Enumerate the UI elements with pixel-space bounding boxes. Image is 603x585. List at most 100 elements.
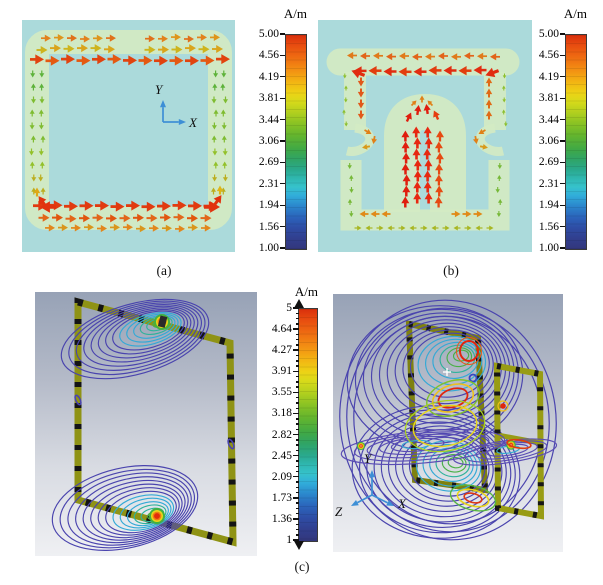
colorbar-tick-mark	[280, 97, 285, 99]
panel-c-right-field-lines-view: Y X Z	[333, 294, 563, 552]
colorbar-c-gradient-bar	[298, 308, 318, 542]
colorbar-tick-label: 3.81	[538, 92, 559, 105]
colorbar-tick-mark	[293, 307, 299, 309]
colorbar-tick-mark	[560, 183, 565, 185]
colorbar-tick-mark	[293, 539, 299, 541]
colorbar-tick-label: 2.09	[271, 470, 292, 483]
colorbar-minor-tick-mark	[295, 523, 299, 525]
colorbar-tick-mark	[280, 140, 285, 142]
colorbar-tick-label: 2.82	[271, 428, 292, 441]
colorbar-a: A/m 5.00 4.56 4.19 3.81 3.44 3.06 2.69 2.31 1.94…	[220, 6, 312, 256]
colorbar-tick-mark	[293, 328, 299, 330]
colorbar-tick-mark	[280, 204, 285, 206]
colorbar-tick-mark	[560, 76, 565, 78]
colorbar-tick-label: 4.19	[258, 70, 279, 83]
colorbar-tick-label: 1.56	[258, 220, 279, 233]
colorbar-tick-label: 1	[286, 534, 292, 546]
colorbar-tick-mark	[293, 391, 299, 394]
colorbar-tick-label: 1.94	[538, 199, 559, 212]
colorbar-tick-mark	[560, 118, 565, 121]
colorbar-minor-tick-mark	[295, 502, 299, 504]
colorbar-tick-label: 1.00	[258, 242, 279, 254]
panel-c-z-axis-label: Z	[335, 504, 343, 519]
colorbar-minor-tick-mark	[295, 407, 299, 409]
colorbar-tick-label: 3.44	[538, 113, 559, 126]
colorbar-tick-label: 3.55	[271, 386, 292, 399]
colorbar-minor-tick-mark	[295, 339, 299, 341]
colorbar-tick-mark	[280, 247, 285, 249]
colorbar-tick-mark	[280, 33, 285, 35]
colorbar-minor-tick-mark	[295, 317, 299, 320]
colorbar-tick-label: 1.00	[538, 242, 559, 254]
caption-a: (a)	[156, 263, 172, 278]
colorbar-tick-label: 3.06	[538, 135, 559, 147]
colorbar-tick-label: 3.44	[258, 113, 279, 126]
colorbar-tick-label: 4.64	[271, 323, 292, 336]
colorbar-minor-tick-mark	[295, 428, 299, 431]
panel-c-left-graphic	[51, 297, 237, 551]
colorbar-minor-tick-mark	[295, 354, 299, 357]
colorbar-minor-tick-mark	[295, 312, 299, 315]
colorbar-tick-mark	[293, 454, 299, 457]
colorbar-minor-tick-mark	[295, 439, 299, 441]
colorbar-minor-tick-mark	[295, 402, 299, 404]
colorbar-tick-mark	[560, 247, 565, 249]
colorbar-tick-label: 1.73	[271, 491, 292, 504]
colorbar-tick-mark	[560, 140, 565, 142]
colorbar-tick-label: 5.00	[258, 28, 279, 40]
panel-a-x-axis-label: X	[189, 115, 197, 130]
colorbar-tick-label: 2.31	[538, 177, 559, 190]
colorbar-minor-tick-mark	[295, 360, 299, 362]
colorbar-tick-label: 2.69	[258, 156, 279, 169]
panel-b-surface-current-plot	[318, 20, 532, 252]
colorbar-tick-label: 2.45	[271, 449, 292, 462]
colorbar-tick-mark	[560, 204, 565, 206]
colorbar-c-unit-label: A/m	[294, 284, 318, 299]
caption-b: (b)	[443, 263, 459, 278]
panel-c-y-axis-label: Y	[364, 451, 372, 466]
colorbar-tick-mark	[293, 370, 299, 372]
colorbar-minor-tick-mark	[295, 386, 299, 388]
colorbar-tick-label: 4.56	[538, 49, 559, 62]
colorbar-tick-label: 1.36	[271, 512, 292, 525]
colorbar-tick-label: 4.19	[538, 70, 559, 83]
colorbar-tick-mark	[560, 97, 565, 99]
panel-a-current-vectors-graphic	[25, 30, 232, 233]
loop-antenna	[74, 297, 237, 547]
colorbar-tick-mark	[293, 433, 299, 436]
colorbar-c: A/m 5 4.64 4.27 3.91 3.55 3.18 2.82 2.45 2.09 1.7…	[252, 284, 322, 570]
colorbar-minor-tick-mark	[295, 481, 299, 483]
antenna-band	[326, 48, 520, 231]
colorbar-tick-mark	[560, 54, 565, 57]
feed-hotspots	[357, 337, 532, 512]
colorbar-tick-mark	[280, 118, 285, 121]
panel-a-y-axis-label: Y	[155, 82, 163, 97]
panel-a-surface-current-plot: Y X	[22, 20, 235, 252]
colorbar-tick-label: 3.06	[258, 135, 279, 147]
colorbar-minor-tick-mark	[295, 381, 299, 383]
colorbar-minor-tick-mark	[295, 513, 299, 515]
colorbar-tick-mark	[280, 225, 285, 228]
colorbar-tick-mark	[293, 518, 299, 520]
feed-hotspots	[149, 314, 170, 524]
colorbar-tick-mark	[280, 54, 285, 57]
panel-c-x-axis-label: X	[398, 496, 406, 511]
colorbar-tick-label: 3.18	[271, 407, 292, 420]
colorbar-tick-label: 4.56	[258, 49, 279, 62]
colorbar-minor-tick-mark	[295, 344, 299, 346]
panel-b-current-vectors-graphic	[326, 48, 520, 231]
colorbar-b-gradient-bar	[565, 34, 587, 250]
colorbar-minor-tick-mark	[295, 507, 299, 510]
colorbar-tick-mark	[560, 33, 565, 35]
colorbar-c-min-pointer	[294, 541, 304, 550]
colorbar-tick-label: 3.91	[271, 365, 292, 378]
colorbar-tick-mark	[293, 412, 299, 415]
colorbar-minor-tick-mark	[295, 365, 299, 367]
colorbar-minor-tick-mark	[295, 449, 299, 452]
colorbar-tick-mark	[280, 76, 285, 78]
current-arrows	[342, 51, 508, 231]
colorbar-tick-label: 5.00	[538, 28, 559, 40]
colorbar-minor-tick-mark	[295, 333, 299, 336]
current-arrows	[29, 33, 230, 233]
colorbar-tick-mark	[560, 225, 565, 228]
